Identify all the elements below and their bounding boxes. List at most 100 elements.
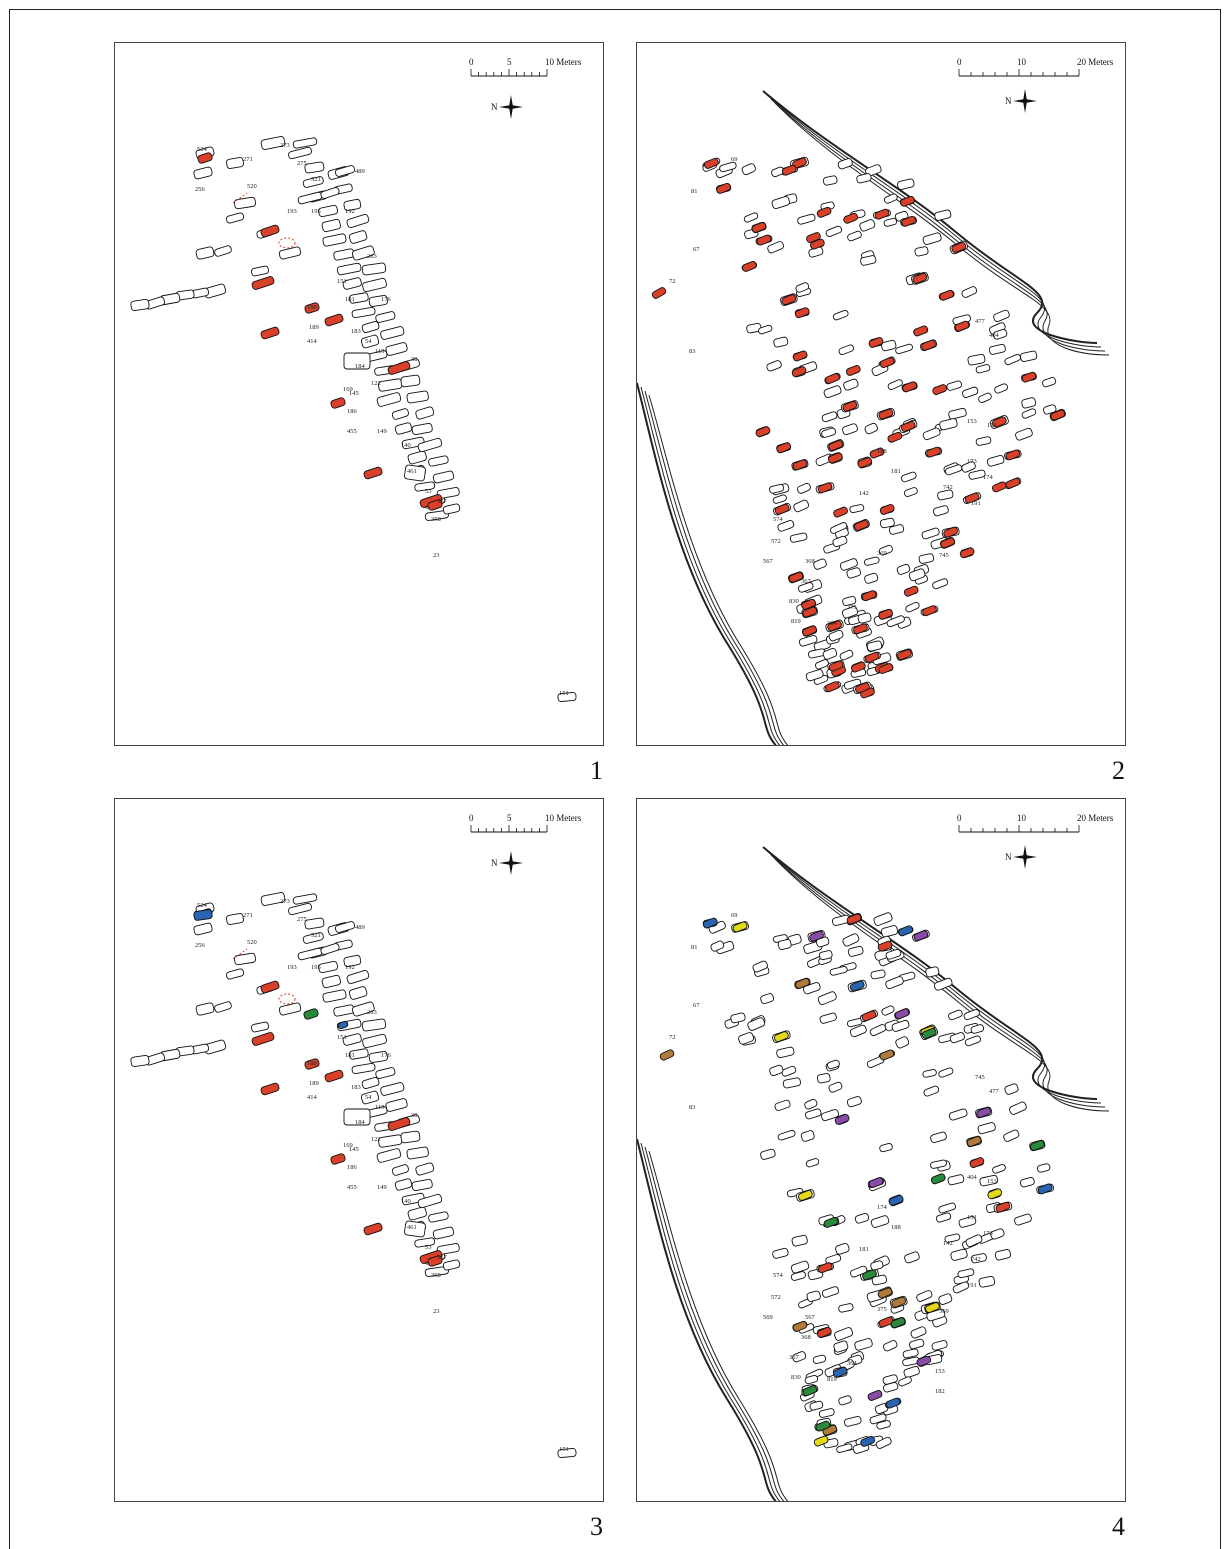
grave-label: 524 — [197, 902, 208, 909]
grave-outline — [1003, 1129, 1020, 1142]
grave-outline — [854, 1213, 870, 1224]
grave-red — [802, 625, 817, 637]
grave-red — [879, 504, 895, 515]
grave-outline — [772, 1247, 789, 1259]
grave-outline — [883, 1340, 898, 1352]
grave-outline — [903, 487, 918, 497]
grave-outline — [838, 1395, 852, 1406]
grave-red — [260, 1082, 280, 1096]
grave-outline — [869, 1024, 887, 1037]
grave-outline — [414, 1237, 436, 1248]
grave-green — [862, 1269, 877, 1281]
grave-green — [890, 1317, 906, 1329]
grave-label: 192 — [345, 964, 355, 971]
grave-red — [845, 365, 861, 376]
grave-label: 184 — [355, 363, 366, 370]
grave-red — [824, 681, 840, 693]
grave-dashed — [278, 993, 296, 1005]
grave-outline — [774, 1099, 791, 1111]
grave-red — [878, 408, 894, 420]
grave-outline — [225, 968, 245, 980]
river-banks — [637, 846, 1110, 1501]
grave-label: 404 — [967, 1174, 978, 1181]
river-bank-left — [648, 394, 789, 745]
grave-outline — [803, 982, 821, 995]
grave-outline — [883, 217, 898, 227]
grave-outline — [821, 411, 838, 423]
grave-outline — [821, 427, 837, 438]
grave-outline — [758, 324, 773, 335]
grave-outline — [990, 1228, 1005, 1240]
grave-outline — [333, 1004, 355, 1017]
grave-outline — [938, 1202, 957, 1214]
grave-outline — [225, 212, 245, 224]
grave-label: 520 — [247, 939, 257, 946]
grave-outline — [322, 233, 347, 247]
grave-outline — [816, 1073, 831, 1084]
grave-outline — [334, 921, 356, 933]
grave-outline — [846, 1096, 862, 1108]
grave-label: 489 — [355, 924, 365, 931]
grave-purple — [894, 1008, 910, 1020]
grave-label: 189 — [309, 324, 319, 331]
grave-outline — [791, 1234, 808, 1247]
panel-number-1: 1 — [590, 756, 603, 785]
grave-red — [868, 337, 884, 348]
grave-label: 54 — [365, 1094, 372, 1101]
grave-outline — [798, 634, 818, 647]
grave-label: 151 — [967, 1214, 977, 1221]
grave-red — [1021, 371, 1037, 383]
grave-red — [846, 913, 862, 925]
grave-outline — [963, 1009, 980, 1021]
grave-outline — [1015, 427, 1033, 441]
grave-red — [387, 361, 411, 375]
grave-outline — [921, 527, 940, 540]
grave-red — [324, 313, 344, 327]
grave-outline — [442, 1259, 461, 1271]
grave-outline — [760, 993, 775, 1005]
grave-outline — [361, 320, 380, 334]
grave-outline — [825, 225, 843, 237]
grave-label: 745 — [939, 552, 949, 559]
grave-outline — [823, 385, 842, 399]
river-bank-left — [640, 386, 781, 745]
grave-label: 193 — [287, 208, 297, 215]
grave-outline — [302, 176, 324, 188]
map-panel-1: 0 5 10 Meters N 524 271 273 275 256 520 521 489 193 1… — [114, 42, 604, 746]
grave-red — [877, 940, 893, 952]
grave-outline — [292, 137, 318, 149]
grave-outline — [812, 1354, 827, 1364]
grave-labels: 524 271 273 275 256 520 521 489 193 195 192 263 151 1… — [195, 898, 569, 1453]
grave-outline — [880, 925, 899, 938]
grave-red — [878, 663, 894, 674]
grave-outline — [931, 1339, 948, 1351]
grave-outline — [994, 383, 1008, 394]
grave-outline — [1004, 354, 1021, 366]
grave-red — [304, 1058, 320, 1070]
grave-outline — [843, 1415, 862, 1427]
grave-red — [901, 215, 916, 227]
grave-outline — [962, 386, 979, 398]
grave-outline — [843, 378, 859, 391]
grave-label: 151 — [337, 278, 347, 285]
grave-green — [815, 1420, 831, 1432]
grave-label: 140 — [401, 442, 411, 449]
grave-label: 819 — [791, 618, 801, 625]
grave-label: 184 — [355, 1119, 366, 1126]
river-bank-left — [637, 1138, 777, 1501]
grave-outline — [130, 299, 150, 311]
grave-outline — [841, 606, 859, 619]
scale-bar: 0 5 10 Meters — [469, 57, 582, 77]
grave-red — [940, 537, 955, 549]
grave-brown — [891, 1296, 907, 1308]
grave-outline — [343, 198, 362, 212]
grave-label: 83 — [689, 348, 696, 355]
grave-outline — [343, 954, 362, 968]
grave-outline — [849, 504, 865, 514]
grave-outline — [961, 286, 978, 298]
grave-outline — [288, 902, 312, 916]
grave-outline — [251, 265, 269, 277]
grave-label: 69 — [731, 156, 738, 163]
grave-label: 572 — [771, 1294, 781, 1301]
grave-red — [969, 1157, 985, 1168]
